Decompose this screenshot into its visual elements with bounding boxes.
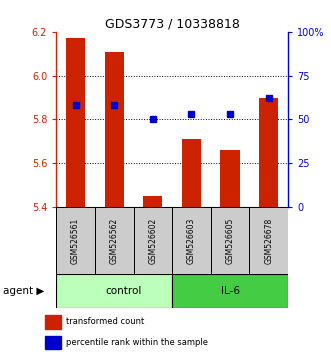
Title: GDS3773 / 10338818: GDS3773 / 10338818 [105,18,240,31]
Text: GSM526561: GSM526561 [71,218,80,264]
Bar [249,207,288,274]
Bar [220,150,240,207]
Text: GSM526678: GSM526678 [264,218,273,264]
Text: percentile rank within the sample: percentile rank within the sample [66,338,208,347]
Bar [45,315,61,329]
Text: agent ▶: agent ▶ [3,286,45,296]
Bar [56,207,95,274]
Bar [143,196,163,207]
Text: GSM526562: GSM526562 [110,218,119,264]
Text: transformed count: transformed count [66,317,144,326]
Text: control: control [106,286,142,296]
Text: GSM526602: GSM526602 [148,218,157,264]
Bar [45,336,61,349]
Bar [172,207,211,274]
Text: GSM526605: GSM526605 [225,217,235,264]
Text: GSM526603: GSM526603 [187,217,196,264]
Bar [66,39,85,207]
Text: IL-6: IL-6 [220,286,240,296]
Bar [95,207,133,274]
Bar [105,52,124,207]
Bar [259,98,278,207]
Bar [182,139,201,207]
Bar [56,274,172,308]
Bar [172,274,288,308]
Bar [211,207,249,274]
Bar [133,207,172,274]
